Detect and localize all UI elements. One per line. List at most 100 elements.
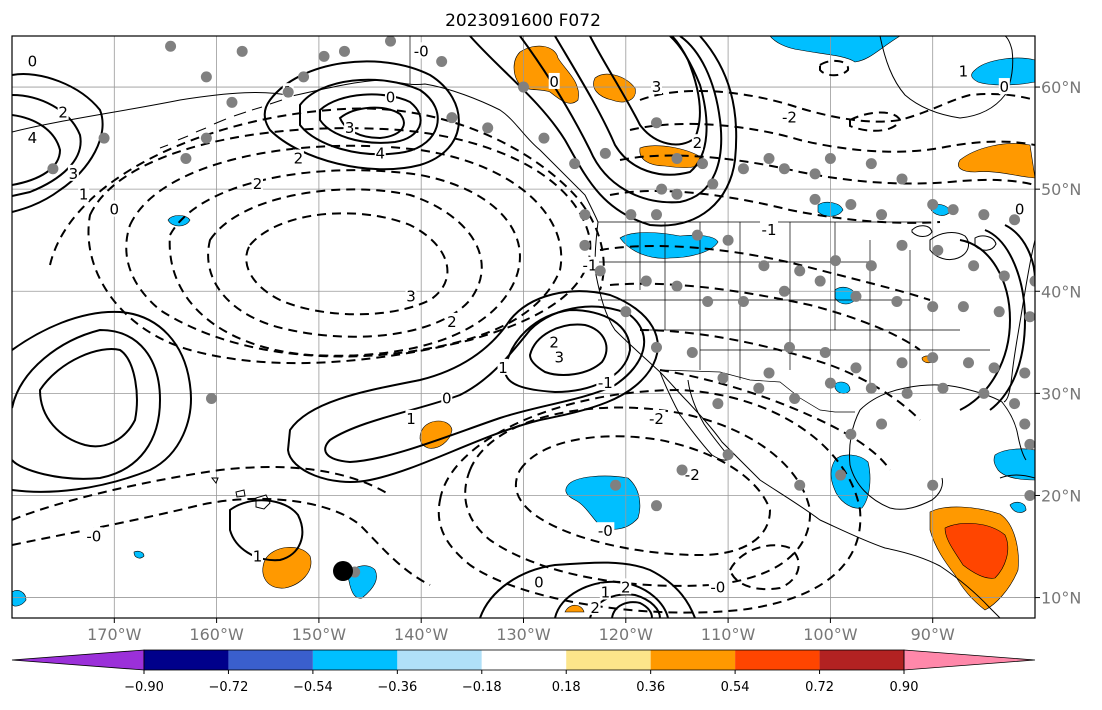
contour-label-bg <box>26 129 38 146</box>
colorbar-segment <box>735 650 820 670</box>
blue-patch-east-canada <box>971 57 1035 86</box>
station-dot <box>835 469 847 481</box>
contour-label-bg <box>252 547 264 564</box>
x-tick-label: 160°W <box>189 625 244 644</box>
contour-label-bg <box>553 348 565 365</box>
contour-label-bg <box>405 287 417 304</box>
station-dot <box>318 50 330 62</box>
x-tick-label: 120°W <box>599 625 654 644</box>
station-dot <box>650 117 662 129</box>
station-dot <box>625 209 637 221</box>
station-dot <box>978 209 990 221</box>
station-dot <box>794 265 806 277</box>
state-lines-horizontal <box>598 261 990 351</box>
contour-label: 2 <box>58 104 68 122</box>
contour-label-bg <box>548 72 560 89</box>
station-dot <box>298 71 310 83</box>
station-dot <box>809 168 821 180</box>
contour-label-bg <box>405 409 417 426</box>
station-dot <box>686 347 698 359</box>
station-dot <box>896 173 908 185</box>
station-dot <box>446 112 458 124</box>
contour-label: 3 <box>652 78 662 96</box>
contour-label-bg <box>84 527 103 544</box>
contour-label: 0 <box>1000 78 1010 96</box>
contour-label-bg <box>412 42 431 59</box>
station-dot <box>691 229 703 241</box>
station-dot <box>932 244 944 256</box>
contour-label-bg <box>344 118 356 135</box>
contour-label: 2 <box>693 134 703 152</box>
station-dot <box>569 158 581 170</box>
station-dot <box>988 362 1000 374</box>
red-patch-central-america <box>944 523 1009 579</box>
blue-patch-west-edge <box>12 590 27 607</box>
coastline-aleutians <box>159 99 283 149</box>
contour-label-bg <box>78 185 90 202</box>
contour-label: 4 <box>28 129 38 147</box>
x-tick-label: 170°W <box>87 625 142 644</box>
contour-label: 2 <box>549 333 559 351</box>
station-dot <box>957 301 969 313</box>
station-dot <box>707 178 719 190</box>
coastline-hawaii <box>210 477 271 510</box>
station-dot <box>200 132 212 144</box>
station-dot <box>763 367 775 379</box>
station-dot <box>717 372 729 384</box>
station-dot <box>865 382 877 394</box>
station-dot <box>778 163 790 175</box>
blue-patch-baja <box>565 475 641 530</box>
contour-label: -1 <box>598 374 613 392</box>
orange-patch-south <box>564 604 585 613</box>
y-tick-label: 40°N <box>1041 282 1081 301</box>
contour-label: 0 <box>1015 201 1025 219</box>
station-dot <box>876 209 888 221</box>
contour-label: -1 <box>583 257 598 275</box>
contour-label-bg <box>292 149 304 166</box>
station-dot <box>47 163 59 175</box>
station-dot <box>819 347 831 359</box>
y-tick-label: 30°N <box>1041 384 1081 403</box>
station-dot <box>205 392 217 404</box>
contour-label: 3 <box>406 287 416 305</box>
positive-contours <box>12 36 1035 618</box>
colorbar-tick-label: −0.18 <box>462 680 502 695</box>
colorbar-segment <box>481 650 567 670</box>
colorbar-segment <box>566 650 651 670</box>
station-dot <box>518 81 529 93</box>
station-dot <box>236 45 248 57</box>
station-dot <box>1019 418 1031 430</box>
station-dot <box>963 357 975 369</box>
station-dot <box>968 260 980 272</box>
station-markers <box>47 36 1035 578</box>
contour-label-bg <box>760 221 779 237</box>
contour-label-bg <box>596 374 615 391</box>
station-dot <box>927 301 939 313</box>
colorbar-tick-label: −0.90 <box>124 680 164 695</box>
station-dot <box>778 285 790 297</box>
coastline-cuba <box>999 474 1035 479</box>
y-tick-label: 20°N <box>1041 486 1081 505</box>
station-dot <box>830 255 842 267</box>
colorbar-extend-low <box>11 649 145 671</box>
x-tick-label: 90°W <box>911 625 955 644</box>
contour-label-bg <box>497 358 509 375</box>
contour-label: 2 <box>621 578 631 596</box>
political-borders <box>409 36 990 413</box>
x-tick-label: 100°W <box>803 625 858 644</box>
black-marker <box>333 561 353 581</box>
contour-label: 0 <box>442 389 452 407</box>
station-dot <box>865 260 877 272</box>
contour-label: 0 <box>386 88 396 106</box>
contour-label-bg <box>385 88 397 105</box>
contour-label-bg <box>650 78 662 95</box>
station-dot <box>794 479 806 491</box>
station-dot <box>640 275 652 287</box>
colorbar-tick-label: 0.18 <box>552 680 581 695</box>
station-dot <box>610 479 622 491</box>
station-dot <box>1024 489 1035 501</box>
contour-label: 0 <box>110 201 120 219</box>
station-dot <box>650 341 662 353</box>
station-dot <box>1024 311 1035 323</box>
